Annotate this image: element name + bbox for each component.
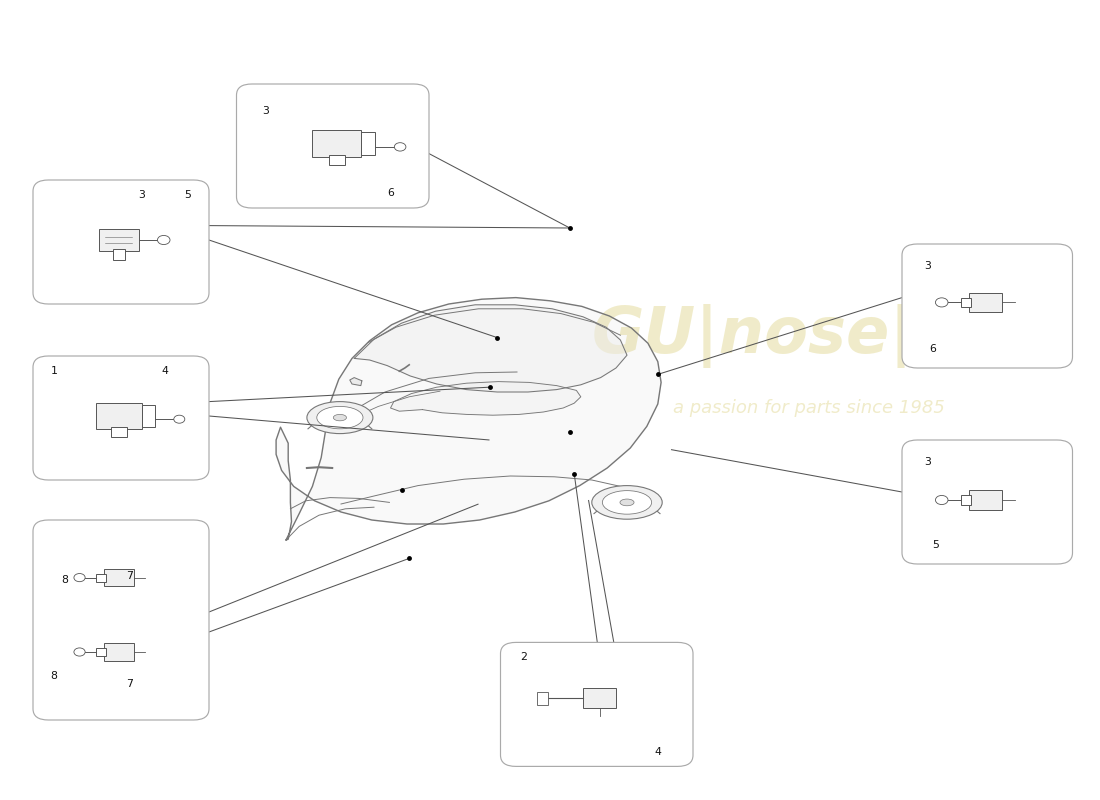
Ellipse shape xyxy=(620,499,634,506)
Bar xyxy=(960,298,971,307)
Bar xyxy=(142,405,155,427)
Text: 7: 7 xyxy=(126,679,133,689)
Ellipse shape xyxy=(333,414,346,421)
Text: 3: 3 xyxy=(139,190,145,200)
Ellipse shape xyxy=(603,490,651,514)
FancyBboxPatch shape xyxy=(500,642,693,766)
Polygon shape xyxy=(354,305,627,392)
Text: 7: 7 xyxy=(126,571,133,581)
Text: 8: 8 xyxy=(62,575,68,585)
Text: a passion for parts since 1985: a passion for parts since 1985 xyxy=(672,399,945,417)
Ellipse shape xyxy=(592,486,662,519)
Bar xyxy=(960,495,971,505)
Text: 3: 3 xyxy=(924,262,931,271)
Text: 8: 8 xyxy=(51,671,57,681)
Circle shape xyxy=(935,298,948,307)
Circle shape xyxy=(174,415,185,423)
Text: 5: 5 xyxy=(185,190,191,200)
FancyBboxPatch shape xyxy=(33,180,209,304)
Polygon shape xyxy=(276,298,661,540)
Bar xyxy=(537,692,548,705)
Circle shape xyxy=(157,235,170,245)
Text: GU|nose|res: GU|nose|res xyxy=(591,304,1026,368)
Text: 5: 5 xyxy=(933,541,939,550)
Bar xyxy=(969,293,1002,312)
Bar xyxy=(329,155,344,166)
Text: 3: 3 xyxy=(924,458,931,467)
Bar xyxy=(97,574,106,582)
Polygon shape xyxy=(350,378,362,386)
Polygon shape xyxy=(390,382,581,415)
FancyBboxPatch shape xyxy=(33,520,209,720)
Circle shape xyxy=(74,648,85,656)
Ellipse shape xyxy=(317,406,363,429)
FancyBboxPatch shape xyxy=(902,244,1072,368)
Ellipse shape xyxy=(307,402,373,434)
Text: 6: 6 xyxy=(930,344,936,354)
FancyBboxPatch shape xyxy=(236,84,429,208)
Bar xyxy=(111,427,126,437)
Bar xyxy=(969,490,1002,510)
Text: 4: 4 xyxy=(654,746,662,757)
Bar xyxy=(361,132,375,155)
Circle shape xyxy=(74,574,85,582)
Bar xyxy=(103,643,134,661)
FancyBboxPatch shape xyxy=(902,440,1072,564)
Bar xyxy=(97,648,106,656)
Circle shape xyxy=(395,142,406,151)
FancyBboxPatch shape xyxy=(33,356,209,480)
Bar xyxy=(112,249,125,260)
Text: 4: 4 xyxy=(162,366,168,376)
Bar xyxy=(96,403,142,429)
Bar xyxy=(99,230,139,250)
Bar xyxy=(312,130,361,157)
Bar xyxy=(103,569,134,586)
Circle shape xyxy=(935,495,948,505)
Text: 6: 6 xyxy=(387,188,394,198)
Bar xyxy=(583,688,616,709)
Text: 3: 3 xyxy=(262,106,268,116)
Text: 1: 1 xyxy=(51,366,57,376)
Text: 2: 2 xyxy=(520,652,527,662)
